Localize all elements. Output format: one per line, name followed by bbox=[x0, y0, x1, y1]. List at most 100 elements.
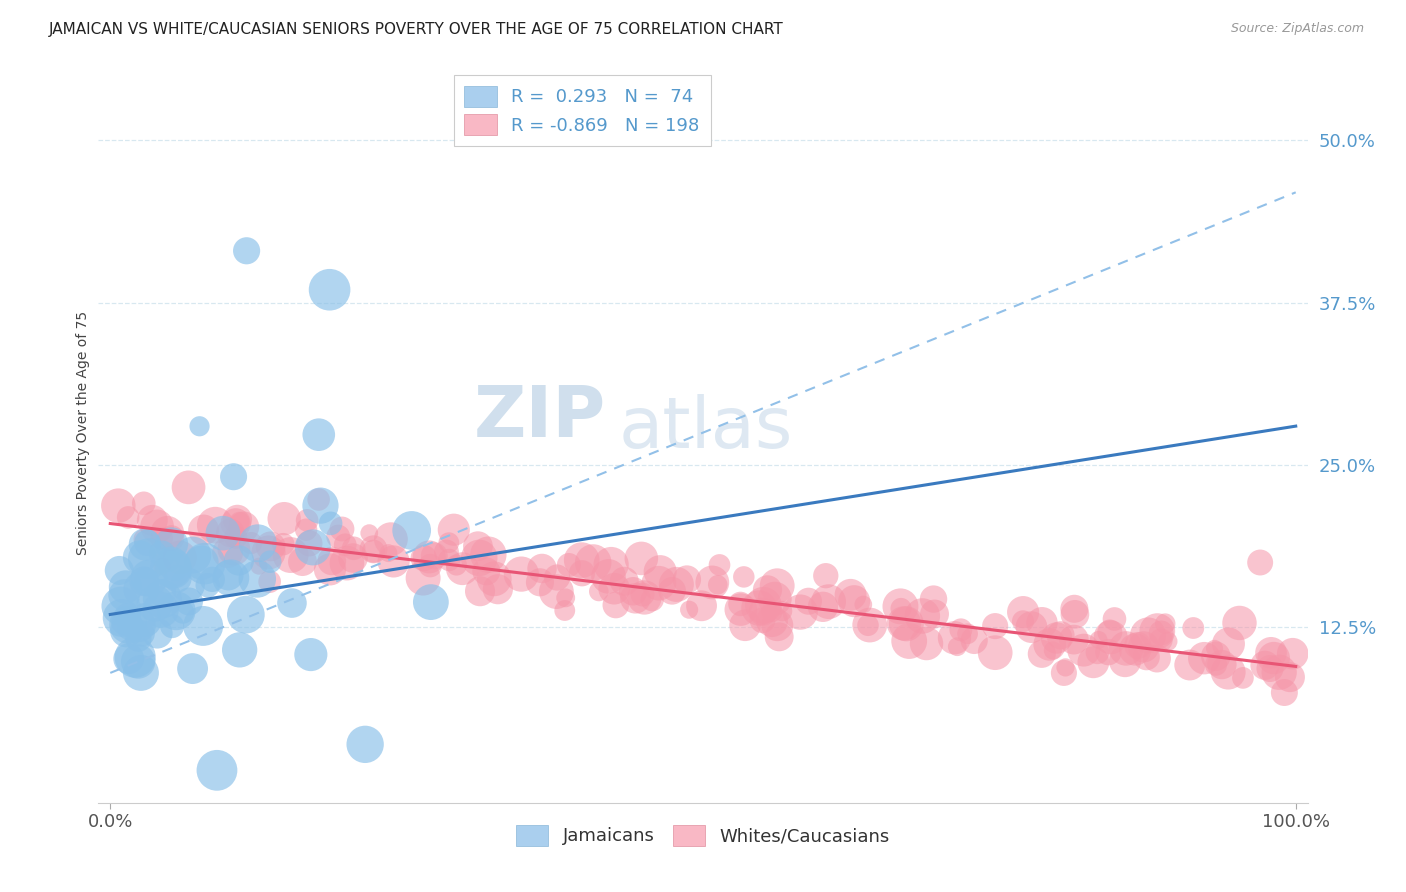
Point bbox=[477, 548, 499, 562]
Point bbox=[117, 510, 139, 524]
Point bbox=[201, 572, 224, 586]
Point bbox=[924, 607, 946, 621]
Point bbox=[1263, 651, 1285, 665]
Point bbox=[1126, 639, 1149, 653]
Point bbox=[160, 537, 183, 551]
Point bbox=[766, 618, 789, 632]
Point bbox=[911, 609, 934, 624]
Point bbox=[423, 549, 446, 563]
Point bbox=[1063, 632, 1085, 647]
Point bbox=[531, 561, 554, 575]
Point bbox=[177, 594, 200, 608]
Point bbox=[204, 518, 226, 533]
Point bbox=[1194, 651, 1216, 665]
Point bbox=[342, 551, 364, 566]
Point bbox=[259, 555, 281, 569]
Point bbox=[665, 577, 688, 591]
Point bbox=[1178, 658, 1201, 673]
Point bbox=[108, 564, 131, 578]
Point bbox=[571, 566, 593, 581]
Point bbox=[1087, 645, 1109, 659]
Point bbox=[118, 651, 141, 665]
Point bbox=[1150, 626, 1173, 640]
Point bbox=[1099, 630, 1122, 644]
Point bbox=[943, 631, 966, 645]
Point bbox=[633, 591, 655, 605]
Point bbox=[318, 283, 340, 297]
Point bbox=[177, 480, 200, 494]
Point bbox=[240, 536, 263, 550]
Point bbox=[377, 546, 399, 560]
Point bbox=[770, 604, 793, 618]
Point bbox=[295, 523, 318, 537]
Point bbox=[598, 569, 620, 583]
Point bbox=[134, 537, 156, 551]
Point bbox=[143, 596, 166, 610]
Point bbox=[475, 565, 498, 579]
Point bbox=[281, 596, 304, 610]
Point bbox=[319, 516, 342, 531]
Point bbox=[418, 549, 440, 564]
Point bbox=[554, 591, 576, 605]
Point bbox=[114, 580, 136, 594]
Point bbox=[295, 513, 318, 527]
Point bbox=[299, 648, 322, 662]
Point bbox=[419, 595, 441, 609]
Point bbox=[814, 568, 837, 582]
Point bbox=[110, 599, 132, 613]
Point bbox=[228, 553, 250, 567]
Text: atlas: atlas bbox=[619, 394, 793, 464]
Point bbox=[1135, 650, 1157, 665]
Point bbox=[1146, 624, 1168, 639]
Point bbox=[1268, 665, 1291, 680]
Point bbox=[298, 536, 321, 550]
Point bbox=[132, 574, 155, 589]
Point bbox=[984, 619, 1007, 633]
Point bbox=[127, 632, 149, 646]
Point bbox=[1049, 628, 1071, 642]
Point bbox=[146, 544, 169, 558]
Point bbox=[149, 603, 172, 617]
Point bbox=[437, 535, 460, 549]
Point bbox=[228, 515, 250, 529]
Point bbox=[335, 538, 357, 552]
Point bbox=[1021, 620, 1043, 634]
Point bbox=[1260, 646, 1282, 660]
Point bbox=[661, 583, 683, 598]
Point bbox=[1031, 615, 1053, 630]
Point bbox=[232, 520, 254, 534]
Point bbox=[621, 584, 644, 599]
Point bbox=[280, 548, 302, 562]
Point bbox=[190, 556, 212, 570]
Point bbox=[1046, 631, 1069, 645]
Point bbox=[486, 582, 509, 597]
Point bbox=[156, 553, 179, 567]
Point bbox=[1123, 642, 1146, 657]
Text: ZIP: ZIP bbox=[474, 384, 606, 452]
Point bbox=[176, 578, 198, 592]
Point bbox=[163, 558, 186, 573]
Point bbox=[1182, 621, 1205, 635]
Point bbox=[128, 550, 150, 565]
Point bbox=[319, 562, 342, 576]
Point bbox=[138, 552, 160, 566]
Point bbox=[354, 737, 377, 751]
Point bbox=[898, 634, 921, 648]
Point bbox=[129, 665, 152, 680]
Point bbox=[896, 616, 918, 631]
Point bbox=[839, 588, 862, 602]
Point bbox=[1258, 661, 1281, 675]
Point bbox=[225, 530, 247, 544]
Point bbox=[436, 545, 458, 559]
Point bbox=[752, 605, 775, 619]
Point bbox=[844, 594, 866, 608]
Point bbox=[1150, 633, 1173, 648]
Point bbox=[132, 533, 155, 547]
Point bbox=[1254, 658, 1277, 673]
Point bbox=[222, 542, 245, 557]
Point bbox=[1281, 647, 1303, 661]
Point bbox=[188, 419, 211, 434]
Point bbox=[146, 519, 169, 533]
Point bbox=[150, 547, 173, 561]
Point bbox=[128, 618, 150, 632]
